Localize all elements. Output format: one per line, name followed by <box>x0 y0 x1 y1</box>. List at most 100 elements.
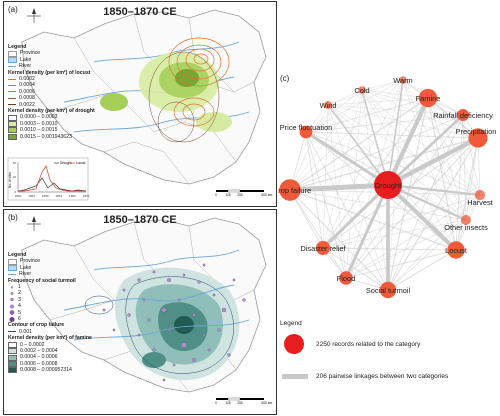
inset-ylabel: No. of sites <box>8 172 12 188</box>
network-edge <box>387 97 429 291</box>
locust-contours-dark-a <box>148 51 220 143</box>
network-edge <box>322 247 389 291</box>
network-edge <box>345 219 467 279</box>
network-edge <box>322 104 329 249</box>
network-edge <box>387 114 464 291</box>
network-edge <box>345 194 481 279</box>
network-edge <box>387 194 481 291</box>
network-edge <box>462 114 467 221</box>
network-edge <box>402 79 481 196</box>
inset-ytick: 20 <box>13 175 17 179</box>
network-edge <box>361 79 404 91</box>
network-edge <box>361 89 481 196</box>
legend-b-famine-title: Kernel density (per km²) of famine <box>8 335 92 342</box>
network-edge <box>289 189 467 221</box>
legend-a-drought-level: 0.0003 – 0.0010 <box>20 120 58 127</box>
scalebar-a: 0 125 250 500 km <box>215 189 273 197</box>
network-edge <box>305 131 324 249</box>
network-edge <box>289 79 404 191</box>
legend-node-circle <box>284 334 304 354</box>
network-edge <box>386 136 480 187</box>
legend-a-drought-level: 0.0000 – 0.0003 <box>20 114 58 121</box>
network-node-label: Cold <box>354 86 369 95</box>
legend-a-locust-level: 0.0008 <box>19 95 35 102</box>
network-edge <box>345 89 363 279</box>
network-edge <box>322 89 363 249</box>
network-edge <box>289 189 389 291</box>
network-node <box>315 240 331 256</box>
network-edge <box>345 79 404 279</box>
network-node <box>379 281 397 299</box>
scalebar-b: 0 125 250 500 km <box>215 397 273 405</box>
network-edge <box>361 89 464 116</box>
legend-b-turmoil-level: 6 <box>18 315 21 322</box>
network-edge <box>289 137 479 191</box>
inset-legend-drought: Drought <box>60 161 71 165</box>
legend-b-turmoil-level: 2 <box>18 290 21 297</box>
legend-b-province: Province <box>20 258 41 265</box>
scale-tick: 500 <box>261 193 267 197</box>
inset-xtick: 1854 <box>28 194 35 198</box>
network-edge <box>305 97 429 133</box>
network-node <box>339 271 353 285</box>
network-edge <box>387 219 467 291</box>
legend-a-title: Legend <box>8 44 27 50</box>
legend-a-province: Province <box>20 50 41 57</box>
network-edges <box>289 79 481 291</box>
legend-b-famine-level: 0 – 0.0002 <box>20 341 45 348</box>
network-labels: Drought Crop failure Precipitation Famine Lo… <box>278 76 496 295</box>
network-edge <box>387 184 467 221</box>
network-node <box>474 189 486 201</box>
network-edge <box>289 189 457 251</box>
scale-tick: 125 <box>225 193 231 197</box>
network-edge <box>345 249 457 279</box>
network-edge <box>361 89 479 139</box>
network-edge <box>361 89 457 251</box>
panel-a-title: 1850–1870 CE <box>103 6 177 18</box>
legend-b-famine-level: 0.0004 – 0.0006 <box>20 354 58 361</box>
inset-legend-locust: Locust <box>76 161 86 165</box>
map-panel-b: 0 125 250 500 km (b) 1850–1870 CE Legend… <box>3 209 277 415</box>
network-node-label: Other insects <box>444 223 488 232</box>
scale-tick: 125 <box>225 401 231 405</box>
network-edge <box>305 131 479 139</box>
network-edge <box>327 89 363 106</box>
legend-a-drought-title: Kernel density (per km²) of drought <box>8 107 95 114</box>
network-node <box>447 241 465 259</box>
legend-edge-bar <box>282 374 308 379</box>
inset-xtick: 1858 <box>42 194 49 198</box>
legend-b-river: River <box>19 271 32 278</box>
network-panel-c: (c) Drought Crop failure Precipitation Fami… <box>278 70 498 414</box>
network-edge <box>387 79 404 186</box>
network-edge <box>387 249 457 291</box>
network-node <box>358 86 366 94</box>
network-node <box>399 76 407 84</box>
network-node-label: Locust <box>445 246 467 255</box>
network-node-label: Disaster relief <box>300 244 346 253</box>
inset-xtick: 1866 <box>69 194 76 198</box>
legend-b-turmoil-level: 1 <box>18 283 21 290</box>
network-edge <box>327 104 464 116</box>
legend-a-locust-level: 0.0006 <box>19 88 35 95</box>
inset-ytick: 40 <box>13 161 17 165</box>
north-arrow-b <box>27 216 41 231</box>
network-node <box>461 215 471 225</box>
panel-c-label: (c) <box>280 74 290 83</box>
network-node <box>457 109 469 121</box>
legend-b: Legend Province Lake River Frequency of … <box>8 252 100 374</box>
network-edge <box>305 131 481 196</box>
network-node <box>299 125 313 139</box>
network-edge <box>327 104 347 279</box>
network-edge <box>327 104 467 221</box>
network-edge <box>361 89 429 99</box>
network-edge <box>305 79 404 133</box>
network-edge <box>387 183 481 197</box>
legend-b-turmoil-level: 3 <box>18 296 21 303</box>
network-edge <box>322 79 404 249</box>
network-edge <box>327 79 404 106</box>
legend-a-lake: Lake <box>20 56 32 63</box>
network-edge <box>345 114 464 279</box>
network-edge <box>462 114 481 196</box>
north-arrow-a <box>27 8 41 23</box>
rivers-b <box>63 249 250 341</box>
